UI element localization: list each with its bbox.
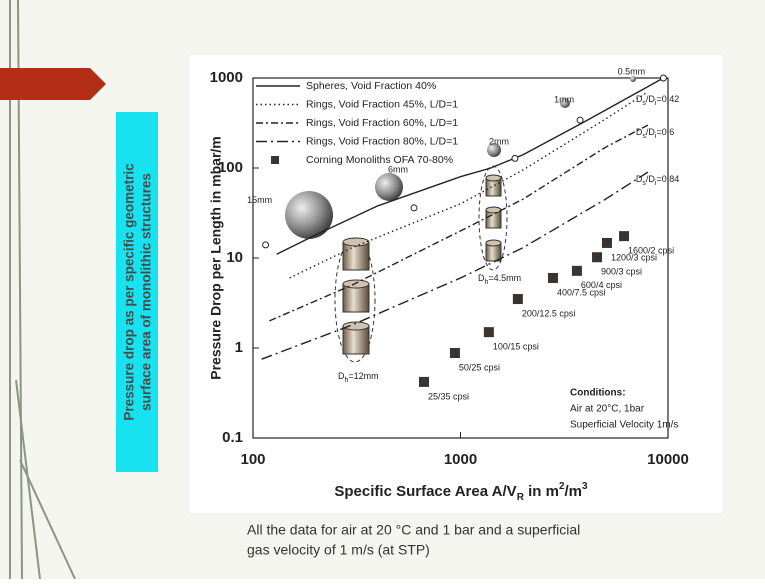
annotation-part: =12mm [348,371,378,381]
point-label: 1mm [554,95,574,105]
sidebar-line: Pressure drop as per specific geometric [122,163,137,421]
y-tick-label: 1 [235,339,243,356]
monolith-point [619,231,629,241]
legend-label: Spheres, Void Fraction 40% [306,80,436,92]
sphere-point [263,242,269,248]
annotation-part: =0.6 [656,127,674,137]
point-label: 900/3 cpsi [601,267,642,277]
annotation-part: =4.5mm [488,273,521,283]
annotation-part: =0.84 [656,174,679,184]
caption-line: All the data for air at 20 °C and 1 bar … [247,522,580,538]
monolith-point [602,238,612,248]
point-label: 15mm [247,195,272,205]
x-label-part: in m [524,483,559,500]
monolith-point [419,377,429,387]
sphere-point [577,117,583,123]
sphere-icon [630,76,636,82]
monolith-point [450,348,460,358]
sphere-point [411,205,417,211]
x-tick-label: 10000 [647,451,689,468]
point-label: 6mm [388,164,408,174]
sphere-icon [285,191,333,239]
conditions: Conditions: [570,388,626,399]
legend-label: Rings, Void Fraction 45%, L/D=1 [306,98,458,110]
x-axis-label: Specific Surface Area A/VR in m2/m3 [334,481,588,503]
y-tick-label: 0.1 [222,429,243,446]
point-label: 2mm [489,137,509,147]
monolith-point [484,327,494,337]
point-label: 50/25 cpsi [459,362,500,372]
monolith-point [572,266,582,276]
conditions: Superficial Velocity 1m/s [570,420,678,431]
legend-label: Rings, Void Fraction 60%, L/D=1 [306,117,458,129]
legend-swatch [271,156,279,164]
monolith-point [548,273,558,283]
y-tick-label: 100 [218,159,243,176]
slide: Pressure drop as per specific geometric … [0,0,765,579]
page: {"sidebar": {"lines": ["Pressure drop as… [0,0,765,579]
x-label-part: 3 [582,481,588,492]
point-label: 0.5mm [618,66,646,76]
sphere-icon [375,173,403,201]
point-label: 25/35 cpsi [428,391,469,401]
sidebar-line: surface area of monolithic structures [139,173,154,411]
sphere-point [660,75,666,81]
monolith-point [592,252,602,262]
annotation-part: =0.42 [656,94,679,104]
caption-line: gas velocity of 1 m/s (at STP) [247,542,430,558]
x-tick-label: 100 [240,451,265,468]
arrow-marker [0,68,106,100]
y-tick-label: 10 [226,249,243,266]
x-tick-label: 1000 [444,451,477,468]
legend-label: Rings, Void Fraction 80%, L/D=1 [306,135,458,147]
sphere-point [512,155,518,161]
point-label: 600/4 cpsi [581,280,622,290]
monolith-point [513,294,523,304]
point-label: 100/15 cpsi [493,342,539,352]
x-label-part: Specific Surface Area A/V [334,483,516,500]
point-label: 1600/2 cpsi [628,246,674,256]
x-label-part: /m [565,483,583,500]
legend-label: Corning Monoliths OFA 70-80% [306,154,453,166]
conditions: Air at 20°C, 1bar [570,404,645,415]
point-label: 200/12.5 cpsi [522,308,576,318]
y-tick-label: 1000 [210,69,243,86]
